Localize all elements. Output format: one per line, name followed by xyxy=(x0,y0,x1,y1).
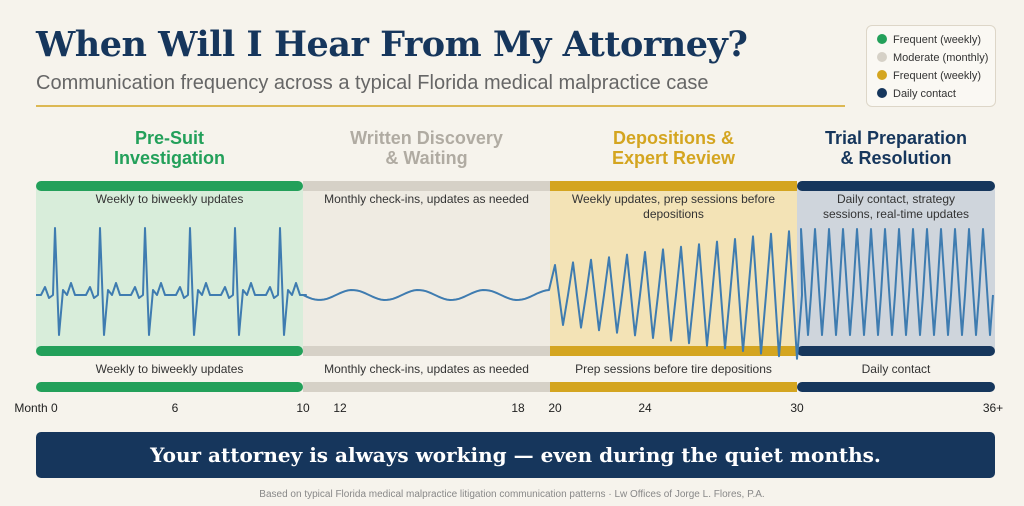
phase-description: Monthly check-ins, updates as needed xyxy=(324,192,529,206)
phase-title-line: & Waiting xyxy=(385,148,468,168)
phase-bar xyxy=(303,346,550,356)
phase-bar xyxy=(797,346,995,356)
legend: Frequent (weekly) Moderate (monthly) Frequ… xyxy=(866,25,996,107)
legend-label: Frequent (weekly) xyxy=(893,70,982,82)
timeline-label: 20 xyxy=(548,401,562,415)
timeline-label: 6 xyxy=(171,401,179,415)
timeline-label: 10 xyxy=(296,401,310,415)
phase-panel xyxy=(36,186,303,350)
phase-title-line: Trial Preparation xyxy=(824,128,968,148)
phase-title: Trial Preparation & Resolution xyxy=(797,128,995,168)
phase-summary: Prep sessions before tire depositions xyxy=(575,362,772,376)
phase-bar xyxy=(36,181,303,191)
legend-dot xyxy=(877,34,887,44)
phase-summary: Monthly check-ins, updates as needed xyxy=(324,362,529,376)
phase-bar xyxy=(303,181,550,191)
banner: Your attorney is always working — even d… xyxy=(36,432,995,478)
phase-title-line: Depositions & xyxy=(612,128,734,148)
phase-title: Pre-Suit Investigation xyxy=(36,128,303,168)
phase-bar xyxy=(797,181,995,191)
phase-bar xyxy=(550,382,797,392)
legend-dot xyxy=(877,70,887,80)
phase-description: Daily contact, strategy sessions, real-t… xyxy=(822,192,970,221)
phase-bar xyxy=(550,181,797,191)
phase-description: Weekly to biweekly updates xyxy=(95,192,244,206)
phase-bar xyxy=(550,346,797,356)
legend-label: Moderate (monthly) xyxy=(893,52,989,64)
timeline-label: 18 xyxy=(511,401,525,415)
subtitle: Communication frequency across a typical… xyxy=(36,72,709,94)
phase-title-line: Written Discovery xyxy=(350,128,503,148)
phase-bar xyxy=(36,382,303,392)
phase-panel xyxy=(303,186,550,350)
timeline-label: 24 xyxy=(638,401,652,415)
phase-title-line: Expert Review xyxy=(611,148,736,168)
title: When Will I Hear From My Attorney? xyxy=(36,24,748,65)
phase-title: Written Discovery & Waiting xyxy=(303,128,550,168)
phase-summary: Weekly to biweekly updates xyxy=(95,362,244,376)
legend-dot xyxy=(877,52,887,62)
phase-summary: Daily contact xyxy=(861,362,931,376)
legend-item: Frequent (weekly) xyxy=(877,34,981,46)
legend-label: Daily contact xyxy=(893,88,956,100)
timeline-label: 36+ xyxy=(982,401,1004,415)
legend-dot xyxy=(877,88,887,98)
legend-item: Frequent (weekly) xyxy=(877,70,981,82)
phase-bar xyxy=(303,382,550,392)
legend-item: Daily contact xyxy=(877,88,956,100)
phase-bar xyxy=(36,346,303,356)
legend-item: Moderate (monthly) xyxy=(877,52,988,64)
legend-label: Frequent (weekly) xyxy=(893,34,982,46)
phase-bar xyxy=(797,382,995,392)
waveform xyxy=(36,227,994,360)
footer: Based on typical Florida medical malprac… xyxy=(259,489,765,500)
phase-title-line: & Resolution xyxy=(840,148,952,168)
phase-title-line: Pre-Suit xyxy=(134,128,204,148)
timeline-label: Month 0 xyxy=(14,401,58,415)
phase-description: Weekly updates, prep sessions before dep… xyxy=(571,192,776,221)
phase-title: Depositions & Expert Review xyxy=(550,128,797,168)
timeline-label: 30 xyxy=(790,401,804,415)
phase-title-line: Investigation xyxy=(113,148,225,168)
timeline-label: 12 xyxy=(333,401,347,415)
